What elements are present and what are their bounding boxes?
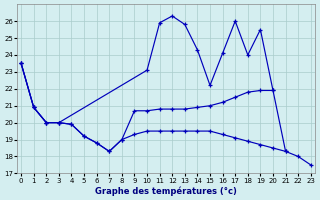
X-axis label: Graphe des températures (°c): Graphe des températures (°c) (95, 186, 237, 196)
